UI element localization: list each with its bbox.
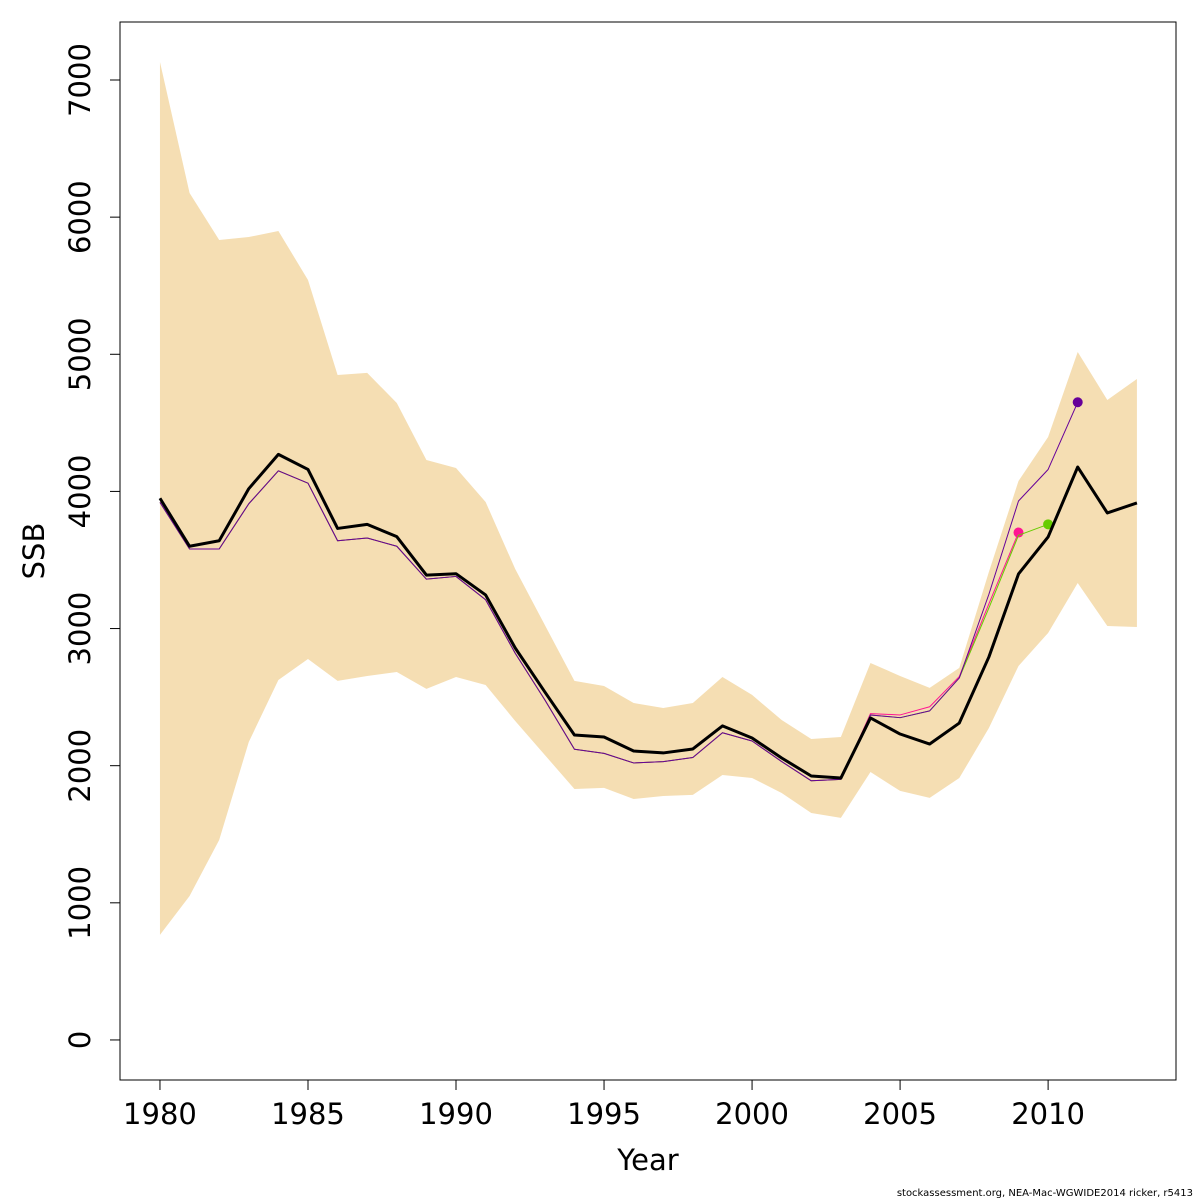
y-tick-label: 5000 [63, 317, 97, 391]
x-axis-label: Year [616, 1143, 678, 1177]
y-tick-label: 2000 [63, 729, 97, 803]
x-tick-label: 2000 [715, 1097, 789, 1131]
end-point [1043, 519, 1054, 530]
confidence-band [159, 62, 1137, 935]
y-tick-label: 6000 [63, 180, 97, 254]
y-axis-label: SSB [17, 523, 51, 580]
plot-frame [119, 21, 1177, 1081]
end-point [1013, 527, 1024, 538]
y-tick-label: 0 [63, 1031, 97, 1049]
footer: stockassessment.org, NEA-Mac-WGWIDE2014 … [897, 1188, 1193, 1199]
x-tick-label: 2005 [863, 1097, 937, 1131]
x-tick-label: 1980 [123, 1097, 197, 1131]
x-tick-label: 1985 [271, 1097, 345, 1131]
x-tick-label: 1990 [419, 1097, 493, 1131]
series-line [159, 402, 1079, 782]
y-tick-label: 1000 [63, 866, 97, 940]
series-line [158, 452, 1138, 780]
x-tick-label: 2010 [1011, 1097, 1085, 1131]
end-point [1072, 397, 1083, 408]
x-tick-label: 1995 [567, 1097, 641, 1131]
y-tick-label: 3000 [63, 592, 97, 666]
y-tick-label: 4000 [63, 455, 97, 529]
y-tick-label: 7000 [63, 43, 97, 117]
